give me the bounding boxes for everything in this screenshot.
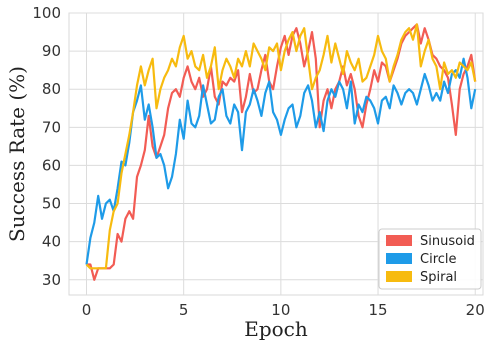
series-line-circle <box>85 57 477 265</box>
y-tick-label: 40 <box>42 233 61 251</box>
legend-label-sinusoid: Sinusoid <box>420 234 475 249</box>
series-lines <box>85 23 477 281</box>
x-tick-label: 20 <box>466 301 485 319</box>
legend-label-circle: Circle <box>420 252 457 267</box>
y-tick-label: 50 <box>42 195 61 213</box>
y-tick-label: 100 <box>32 4 61 22</box>
legend-swatch-circle <box>386 253 412 264</box>
x-axis-label: Epoch <box>244 317 308 340</box>
y-axis-label: Success Rate (%) <box>5 66 29 242</box>
legend-label-spiral: Spiral <box>420 270 457 285</box>
legend-swatch-sinusoid <box>386 235 412 246</box>
legend-swatch-spiral <box>386 271 412 282</box>
y-tick-label: 60 <box>42 156 61 174</box>
y-tick-label: 80 <box>42 80 61 98</box>
y-tick-label: 30 <box>42 271 61 289</box>
y-tick-label: 90 <box>42 42 61 60</box>
series-line-sinusoid <box>86 23 477 281</box>
tick-labels: 30 40 50 60 70 80 90 100 0 5 10 15 20 <box>32 4 484 319</box>
series-line-spiral <box>85 23 477 270</box>
legend: Sinusoid Circle Spiral <box>378 228 482 290</box>
x-tick-label: 0 <box>82 301 92 319</box>
y-tick-label: 70 <box>42 118 61 136</box>
x-tick-label: 15 <box>368 301 387 319</box>
x-tick-label: 5 <box>179 301 189 319</box>
x-tick-label: 10 <box>271 301 290 319</box>
